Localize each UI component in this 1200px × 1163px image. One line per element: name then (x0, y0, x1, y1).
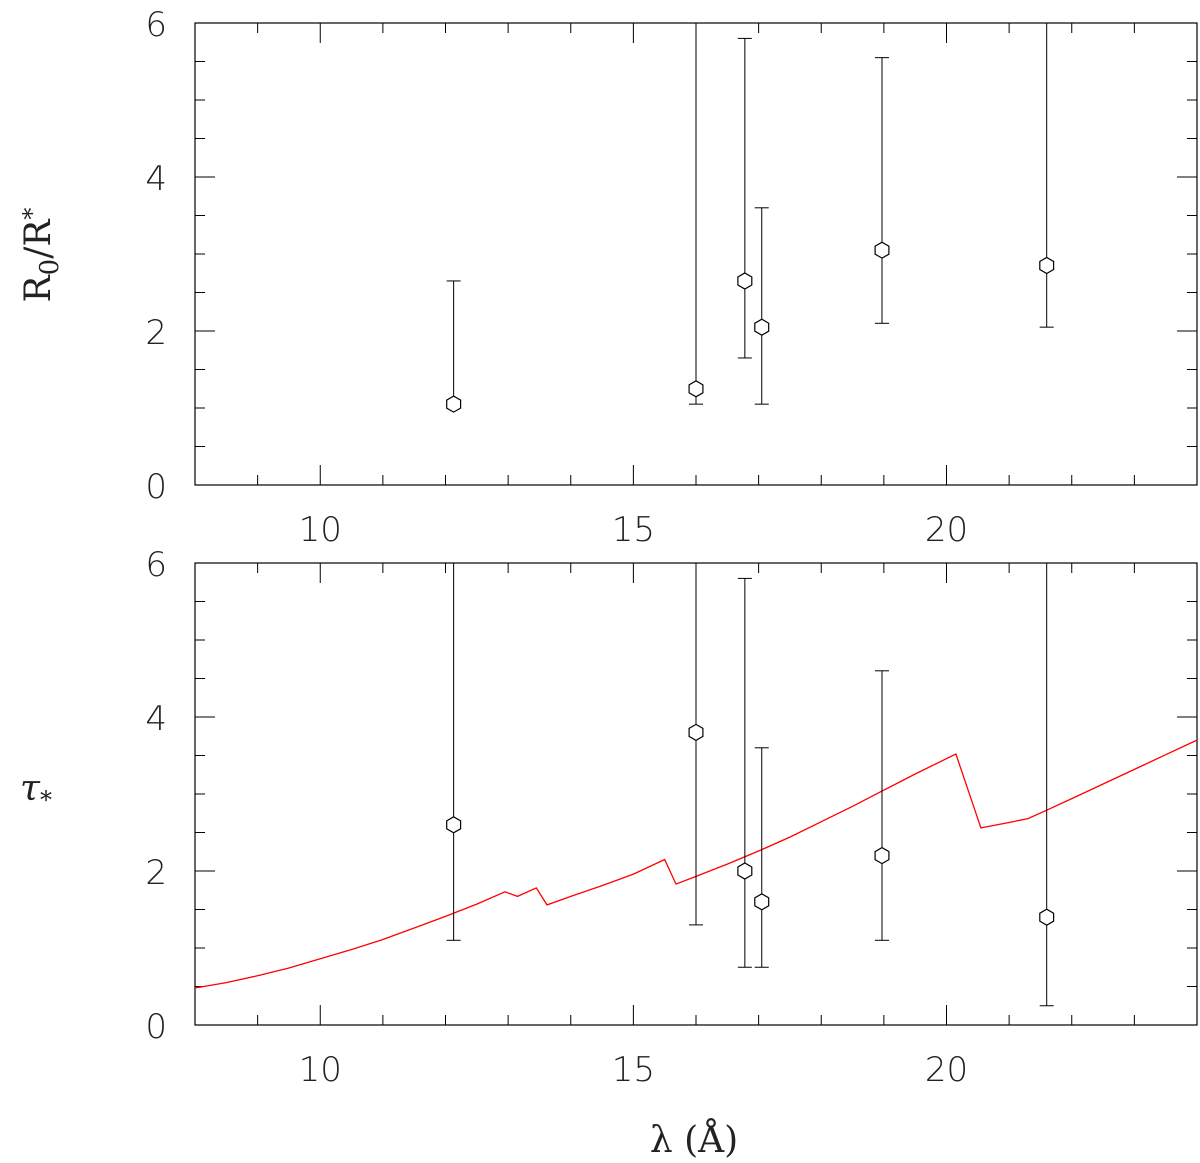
bottom-y-axis-title: τ* (20, 768, 52, 814)
top-y-tick-label: 0 (145, 467, 167, 507)
top-y-tick-label: 6 (145, 5, 167, 45)
bottom-data-point (688, 563, 704, 926)
bottom-model-curve (194, 739, 1198, 989)
bottom-y-tick-label: 6 (145, 545, 167, 585)
bottom-panel: 10 15 20 0 2 4 6 τ* λ (Å) (20, 545, 1198, 1161)
hexagon-marker (446, 395, 462, 413)
bottom-data-point (1039, 563, 1055, 1007)
top-data-point (754, 207, 770, 405)
bottom-data-point (446, 563, 462, 941)
hexagon-marker (754, 318, 770, 336)
bottom-x-tick-label: 20 (925, 1050, 968, 1090)
bottom-ticks (194, 562, 1198, 1026)
model-curve-line (194, 739, 1198, 989)
hexagon-marker (446, 816, 462, 834)
bottom-data-point (874, 670, 890, 941)
top-ticks (194, 22, 1198, 486)
bottom-ylabel-sub: * (40, 786, 52, 814)
top-ylabel-main: R (18, 274, 59, 302)
hexagon-marker (754, 893, 770, 911)
hexagon-marker (688, 380, 704, 398)
bottom-ylabel-main: τ (20, 768, 41, 809)
hexagon-marker (1039, 908, 1055, 926)
top-y-tick-label: 2 (145, 313, 167, 353)
top-data-point (874, 57, 890, 324)
bottom-x-tick-label: 10 (299, 1050, 342, 1090)
top-data-point (446, 280, 462, 413)
top-y-tick-label: 4 (145, 159, 167, 199)
hexagon-marker (874, 846, 890, 865)
top-data-point (737, 37, 753, 359)
top-x-tick-label: 20 (925, 510, 968, 550)
top-ylabel-rest: /R (18, 219, 59, 259)
top-x-tick-label: 10 (299, 510, 342, 550)
top-y-axis-title: R0/R* (18, 208, 65, 303)
hexagon-marker (688, 723, 704, 742)
hexagon-marker (1039, 256, 1055, 275)
hexagon-marker (737, 272, 753, 290)
top-tick-labels: 10 15 20 0 2 4 6 (145, 5, 968, 550)
hexagon-marker (874, 241, 890, 259)
bottom-x-tick-label: 15 (612, 1050, 655, 1090)
top-ylabel-sub: 0 (35, 259, 65, 276)
hexagon-marker (737, 862, 753, 880)
bottom-data-point (737, 577, 753, 968)
top-x-tick-label: 15 (612, 510, 655, 550)
top-data-point (1039, 23, 1055, 328)
bottom-y-tick-label: 4 (145, 699, 167, 739)
top-data-points (446, 23, 1055, 413)
bottom-data-point (754, 747, 770, 968)
x-axis-title: λ (Å) (650, 1119, 738, 1161)
top-ylabel-sup: * (18, 208, 46, 220)
bottom-data-points (446, 563, 1055, 1007)
bottom-tick-labels: 10 15 20 0 2 4 6 (145, 545, 968, 1090)
bottom-y-tick-label: 2 (145, 853, 167, 893)
top-data-point (688, 23, 704, 405)
bottom-y-tick-label: 0 (145, 1007, 167, 1047)
